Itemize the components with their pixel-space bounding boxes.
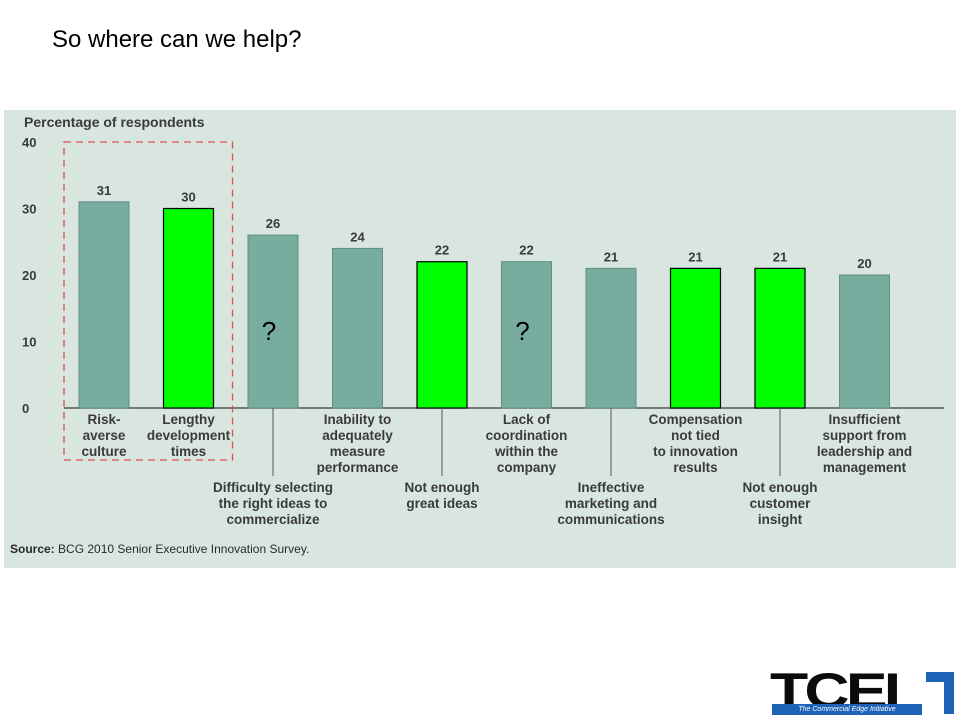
bar [669, 267, 722, 409]
data-label: 21 [773, 249, 787, 264]
y-tick-label: 0 [22, 401, 29, 416]
data-label: 20 [857, 256, 871, 271]
data-label: 24 [350, 229, 365, 244]
data-label: 21 [604, 249, 618, 264]
bar [332, 247, 383, 409]
data-label: 30 [181, 190, 195, 205]
x-tick-label: Lengthy development times [147, 412, 231, 459]
x-tick-label: Risk-averse culture [81, 412, 127, 459]
bar [416, 261, 468, 409]
bar [78, 201, 130, 409]
y-tick-label: 20 [22, 268, 36, 283]
source-text: BCG 2010 Senior Executive Innovation Sur… [58, 542, 310, 556]
x-tick-label: Insufficient support from leadership and ma… [817, 412, 912, 475]
bar-chart: Percentage of respondents 0 10 20 30 40 31 30 26… [22, 114, 944, 527]
y-tick-label: 30 [22, 202, 36, 217]
question-mark: ? [262, 316, 276, 346]
data-label: 21 [688, 249, 702, 264]
y-tick-label: 40 [22, 135, 36, 150]
chart-panel: Percentage of respondents 0 10 20 30 40 31 30 26… [4, 110, 956, 568]
data-label: 26 [266, 216, 280, 231]
x-tick-label: Compensation not tied to innovation results [649, 412, 743, 475]
bar [585, 267, 637, 409]
logo-mark-icon [926, 672, 954, 714]
bar [162, 207, 215, 409]
logo-tagline: The Commercial Edge Initiative [772, 704, 922, 715]
bar [754, 267, 806, 409]
source-line: Source: BCG 2010 Senior Executive Innova… [10, 542, 309, 556]
data-label: 31 [97, 183, 111, 198]
tcei-logo: TCEI The Commercial Edge Initiative [768, 663, 958, 719]
x-tick-label: Inability to adequately measure performance [317, 412, 399, 475]
bar [839, 274, 890, 409]
chart-title: Percentage of respondents [24, 114, 205, 130]
bar [501, 261, 552, 409]
data-label: 22 [435, 243, 449, 258]
x-tick-label: Not enough great ideas [405, 480, 480, 511]
y-tick-label: 10 [22, 335, 36, 350]
x-tick-label: Lack of coordination within the company [486, 412, 568, 475]
highlight-box [63, 141, 234, 461]
source-label: Source: [10, 542, 55, 556]
x-tick-label: Ineffective marketing and communications [557, 480, 664, 527]
data-label: 22 [519, 243, 533, 258]
question-mark: ? [515, 316, 529, 346]
x-tick-label: Difficulty selecting the right ideas to co… [213, 480, 333, 527]
slide-title: So where can we help? [52, 26, 302, 53]
x-tick-label: Not enough customer insight [743, 480, 818, 527]
